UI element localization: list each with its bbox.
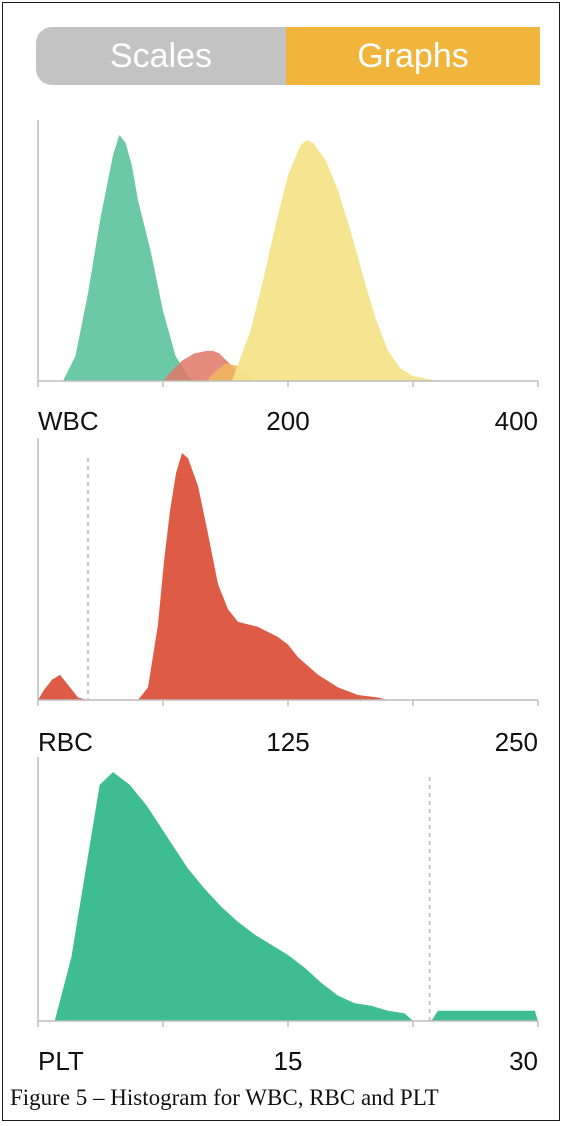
wbc-name-label: WBC bbox=[38, 406, 99, 436]
rbc-tick-label-max: 250 bbox=[495, 727, 538, 757]
plt-name-label: PLT bbox=[38, 1046, 84, 1076]
wbc-series-green-0 bbox=[63, 135, 195, 381]
graphs-tab[interactable]: Graphs bbox=[286, 27, 540, 85]
wbc-tick-label-max: 400 bbox=[495, 406, 538, 436]
plt-tick-label-mid: 15 bbox=[274, 1046, 303, 1076]
plt-series-plt-0 bbox=[54, 772, 413, 1021]
scales-tab[interactable]: Scales bbox=[36, 27, 286, 85]
rbc-name-label: RBC bbox=[38, 727, 93, 757]
rbc-tick-label-mid: 125 bbox=[266, 727, 309, 757]
rbc-series-rbc-0 bbox=[38, 453, 388, 700]
plt-series-plt-1 bbox=[431, 1010, 538, 1021]
wbc-tick-label-mid: 200 bbox=[266, 406, 309, 436]
scales-graphs-toggle: Scales Graphs bbox=[36, 27, 540, 85]
wbc-series-yellow-3 bbox=[231, 140, 438, 381]
figure-caption: Figure 5 – Histogram for WBC, RBC and PL… bbox=[10, 1085, 439, 1110]
plt-tick-label-max: 30 bbox=[509, 1046, 538, 1076]
